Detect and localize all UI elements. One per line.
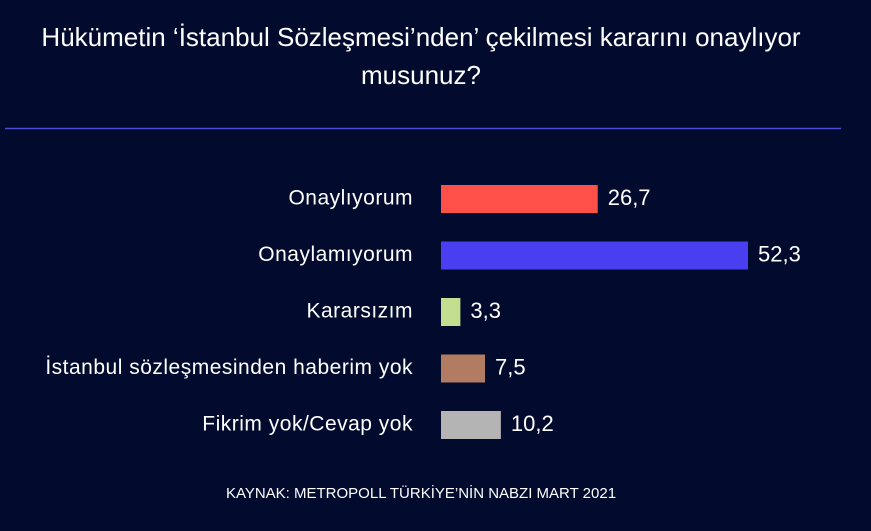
category-label: Onaylamıyorum [258,243,413,266]
chart-title: Hükümetin ‘İstanbul Sözleşmesi’nden’ çek… [41,22,801,90]
bar [441,411,501,439]
bar [441,354,486,383]
category-label: Kararsızım [306,300,413,323]
bar [441,298,461,326]
bar [441,241,748,270]
category-label: İstanbul sözleşmesinden haberim yok [45,356,413,379]
bar [441,185,598,213]
value-label: 3,3 [470,298,501,323]
source: KAYNAK: METROPOLL TÜRKİYE’NİN NABZI MART… [226,484,616,502]
value-label: 52,3 [758,241,801,266]
category-label: Fikrim yok/Cevap yok [202,413,413,436]
value-label: 7,5 [495,354,526,379]
category-label: Onaylıyorum [288,187,413,210]
value-label: 10,2 [511,411,554,436]
value-label: 26,7 [608,185,651,210]
